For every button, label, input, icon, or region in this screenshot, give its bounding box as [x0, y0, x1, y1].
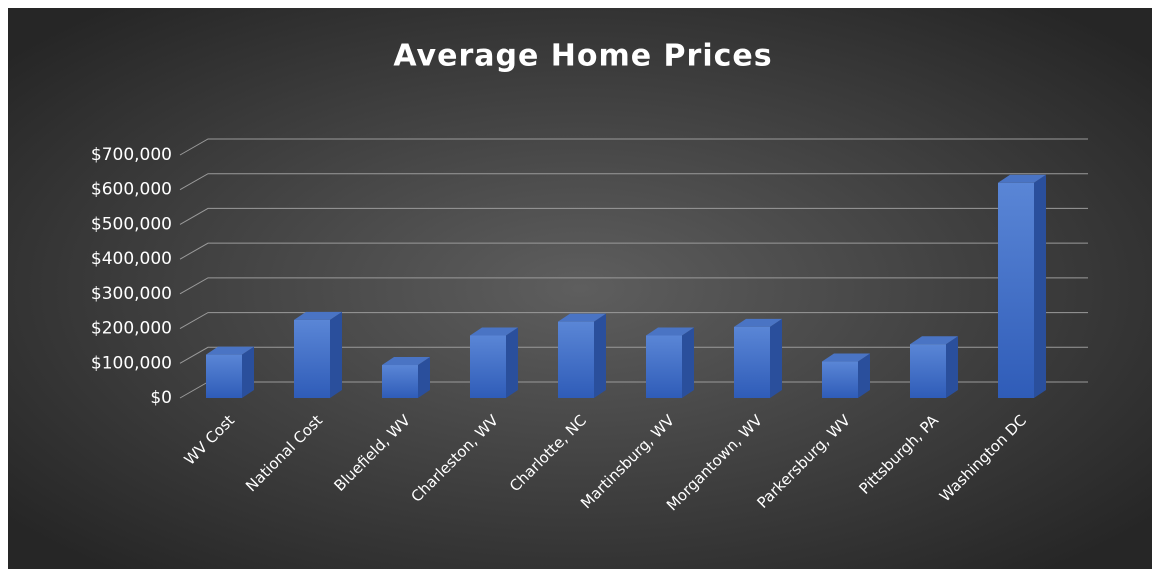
bar-top [206, 346, 254, 355]
bar [382, 357, 430, 398]
grid-line [179, 138, 1088, 156]
grid-line [179, 346, 1088, 364]
bar-top [294, 311, 342, 320]
bar-top [998, 174, 1046, 183]
bar-top [558, 313, 606, 322]
bar-side [1034, 174, 1046, 398]
bar-side [594, 313, 606, 398]
bar-front [910, 344, 946, 398]
y-tick-label: $600,000 [91, 180, 172, 200]
bar [998, 174, 1046, 398]
bar [206, 346, 254, 398]
bar-side [770, 318, 782, 398]
bar-side [242, 346, 254, 398]
bar-front [734, 326, 770, 398]
bar-side [330, 311, 342, 398]
bar-top [822, 353, 870, 362]
bar-front [470, 335, 506, 398]
y-tick-label: $200,000 [91, 319, 172, 339]
bar-front [998, 182, 1034, 398]
y-tick-label: $100,000 [91, 353, 172, 373]
bar-side [682, 327, 694, 398]
y-tick-label: $0 [150, 388, 172, 408]
bar-top [470, 327, 518, 336]
grid-line [179, 312, 1088, 330]
bar [734, 318, 782, 398]
bar-front [646, 335, 682, 398]
grid-line [179, 277, 1088, 295]
y-tick-label: $300,000 [91, 284, 172, 304]
bar [646, 327, 694, 398]
y-tick-label: $400,000 [91, 249, 172, 269]
bar [822, 353, 870, 398]
bar-side [506, 327, 518, 398]
bar-side [418, 357, 430, 398]
chart-background [8, 8, 1152, 569]
grid-line [179, 173, 1088, 191]
chart-title: Average Home Prices [393, 39, 772, 74]
bar-side [946, 336, 958, 398]
bar-front [382, 365, 418, 398]
bar-front [294, 319, 330, 398]
grid-line [179, 207, 1088, 225]
grid-line [179, 242, 1088, 260]
bar [470, 327, 518, 398]
bar-top [910, 336, 958, 345]
bar-front [206, 354, 242, 398]
bar [294, 311, 342, 398]
bar-top [382, 357, 430, 366]
bar-front [822, 361, 858, 398]
y-tick-label: $500,000 [91, 214, 172, 234]
bar-side [858, 353, 870, 398]
bar-top [646, 327, 694, 336]
y-tick-label: $700,000 [91, 145, 172, 165]
bar [558, 313, 606, 398]
bar [910, 336, 958, 398]
bar-front [558, 321, 594, 398]
bar-top [734, 318, 782, 327]
